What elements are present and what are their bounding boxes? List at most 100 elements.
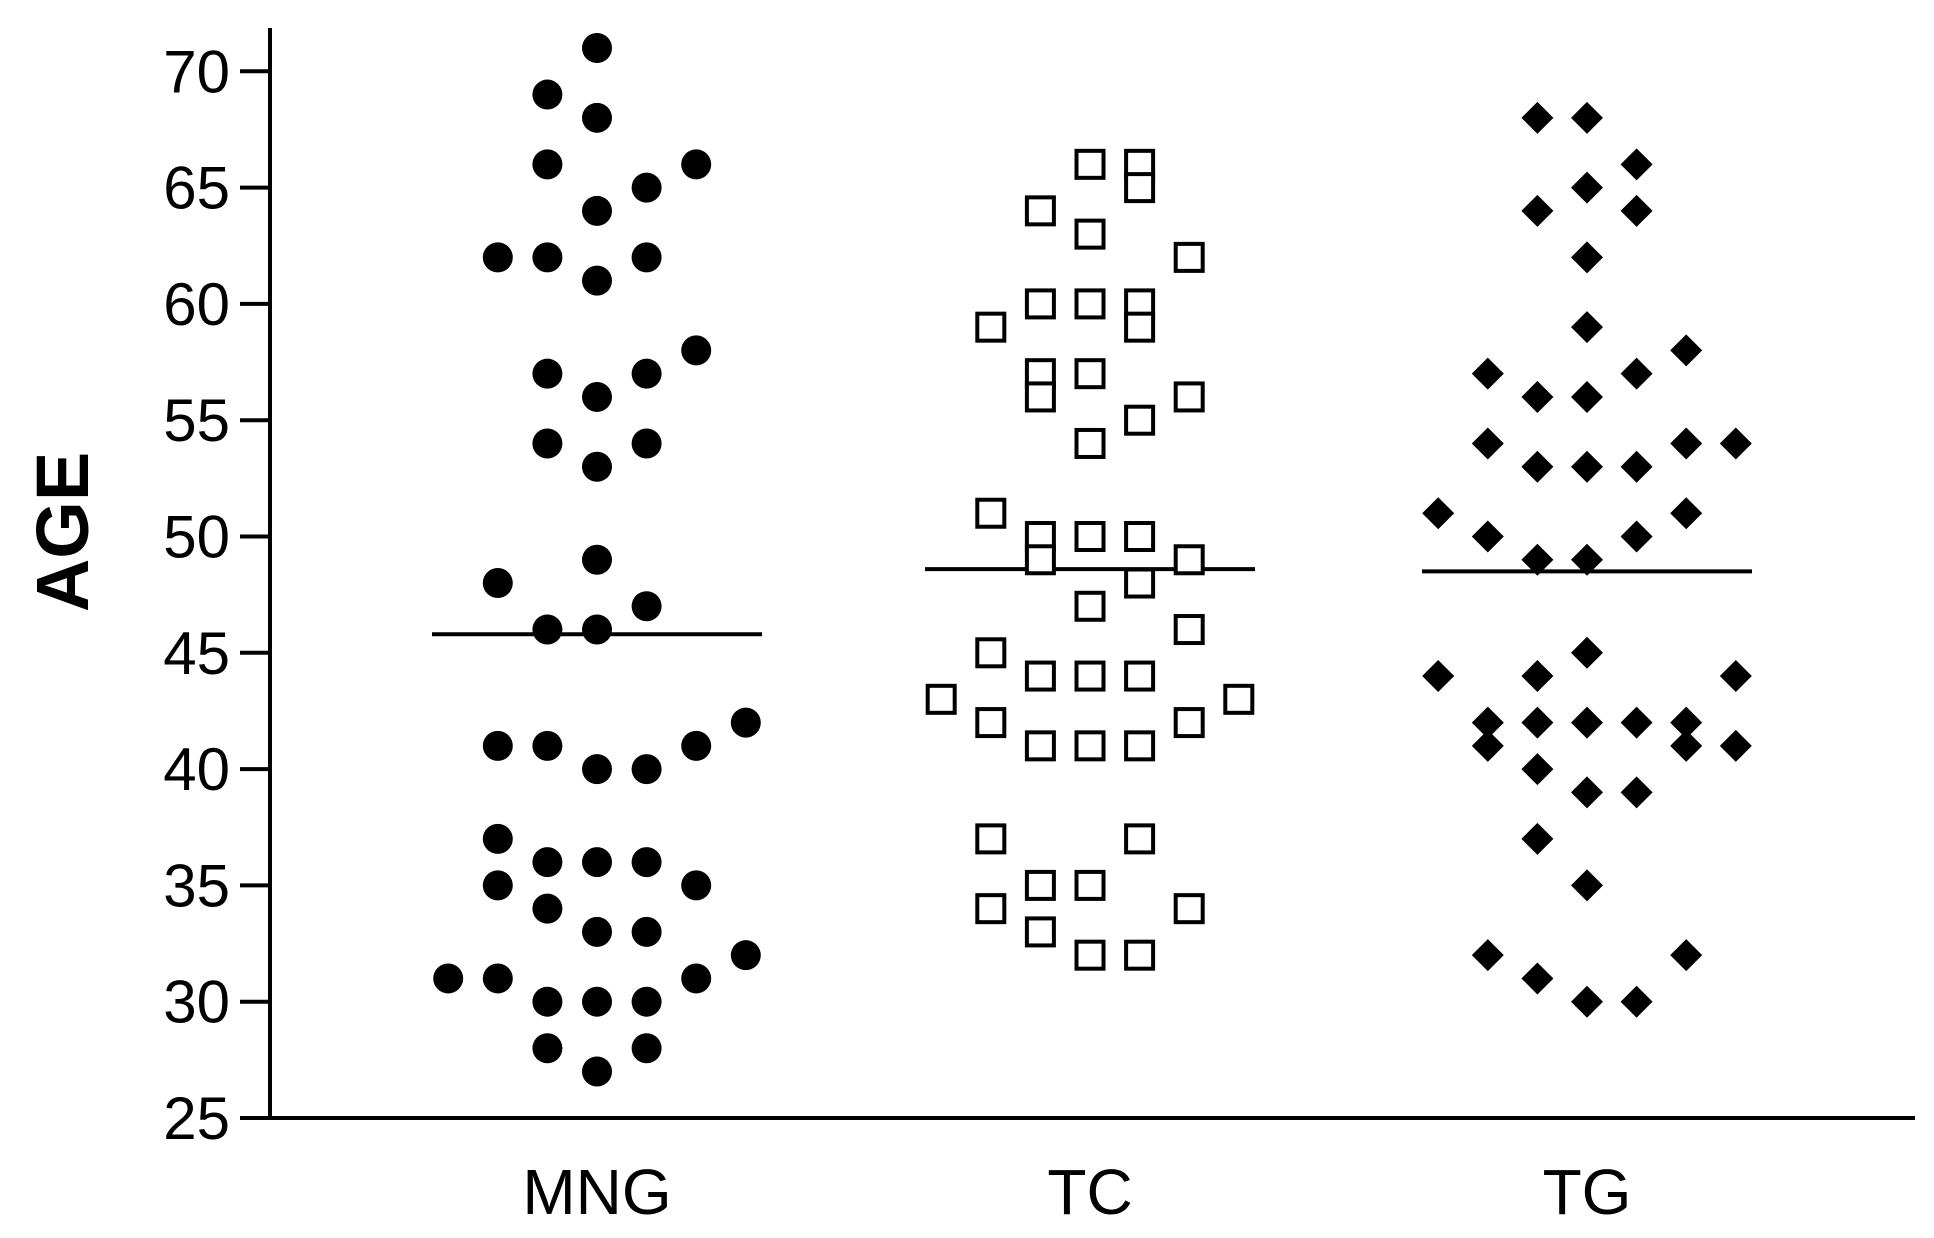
data-point-square <box>1024 730 1056 762</box>
data-point-square <box>1024 381 1056 413</box>
data-point-circle <box>532 79 563 110</box>
data-point-diamond <box>1571 311 1603 344</box>
data-point-circle <box>582 754 612 785</box>
data-point-circle <box>582 916 612 947</box>
data-point-diamond <box>1422 660 1455 693</box>
data-point-diamond <box>1719 660 1752 693</box>
data-point-square <box>1124 660 1156 692</box>
data-point-square <box>1024 660 1056 692</box>
data-point-diamond <box>1571 636 1603 669</box>
data-point-diamond <box>1670 706 1703 739</box>
data-point-square <box>1074 660 1106 692</box>
data-point-circle <box>582 614 612 645</box>
data-point-circle <box>631 172 662 203</box>
y-tick-label: 70 <box>163 38 230 105</box>
data-point-circle <box>532 614 563 645</box>
y-tick-label: 50 <box>163 504 230 571</box>
data-point-circle <box>681 730 712 761</box>
data-point-square <box>1024 869 1056 901</box>
data-point-square <box>1124 823 1156 855</box>
data-point-diamond <box>1670 497 1703 530</box>
data-point-circle <box>631 916 662 947</box>
data-point-square <box>1074 939 1106 971</box>
data-point-diamond <box>1719 729 1752 762</box>
data-point-diamond <box>1521 753 1554 786</box>
data-point-diamond <box>1471 520 1504 553</box>
data-point-diamond <box>1521 660 1554 693</box>
data-point-square <box>1074 730 1106 762</box>
y-axis-title: AGE <box>21 452 104 612</box>
data-point-diamond <box>1670 939 1703 972</box>
data-point-square <box>1124 311 1156 343</box>
data-point-diamond <box>1571 985 1603 1018</box>
data-point-square <box>1024 195 1056 227</box>
data-point-circle <box>482 963 513 994</box>
data-point-circle <box>532 428 563 459</box>
y-tick-label: 40 <box>163 736 230 803</box>
data-point-circle <box>631 591 662 622</box>
data-point-circle <box>631 847 662 878</box>
data-point-circle <box>631 986 662 1017</box>
data-point-diamond <box>1471 706 1504 739</box>
x-category-label: TG <box>1543 1156 1632 1228</box>
data-point-diamond <box>1521 822 1554 855</box>
data-point-diamond <box>1571 380 1603 413</box>
data-point-square <box>1074 218 1106 250</box>
data-point-circle <box>681 870 712 901</box>
data-point-diamond <box>1571 101 1603 134</box>
data-points <box>433 33 1752 1087</box>
data-point-square <box>1024 916 1056 948</box>
data-point-square <box>1173 707 1205 739</box>
data-point-circle <box>582 381 612 412</box>
y-tick-label: 45 <box>163 620 230 687</box>
data-point-circle <box>532 1033 563 1064</box>
data-point-circle <box>582 544 612 575</box>
data-point-square <box>1173 241 1205 273</box>
data-point-diamond <box>1670 729 1703 762</box>
data-point-diamond <box>1471 729 1504 762</box>
data-point-diamond <box>1521 450 1554 483</box>
data-point-circle <box>482 568 513 599</box>
y-tick-label: 30 <box>163 969 230 1036</box>
data-point-diamond <box>1670 334 1703 367</box>
data-point-diamond <box>1471 939 1504 972</box>
data-point-diamond <box>1620 450 1653 483</box>
data-point-square <box>1173 544 1205 576</box>
data-point-diamond <box>1571 543 1603 576</box>
data-point-diamond <box>1620 148 1653 181</box>
data-point-circle <box>532 893 563 924</box>
y-tick-label: 65 <box>163 155 230 222</box>
data-point-diamond <box>1620 357 1653 390</box>
data-point-square <box>1074 288 1106 320</box>
data-point-square <box>1074 148 1106 180</box>
data-point-circle <box>482 730 513 761</box>
data-point-circle <box>482 823 513 854</box>
data-point-diamond <box>1521 101 1554 134</box>
data-point-diamond <box>1620 706 1653 739</box>
x-category-label: TC <box>1047 1156 1132 1228</box>
data-point-circle <box>582 847 612 878</box>
data-point-circle <box>631 358 662 389</box>
data-point-square <box>1074 869 1106 901</box>
data-point-circle <box>631 428 662 459</box>
data-point-diamond <box>1521 706 1554 739</box>
data-point-diamond <box>1571 869 1603 902</box>
data-point-square <box>1223 683 1255 715</box>
data-point-circle <box>532 986 563 1017</box>
data-point-square <box>925 683 957 715</box>
y-ticks: 25 30 35 40 45 50 55 60 65 70 <box>163 38 270 1152</box>
data-point-diamond <box>1620 520 1653 553</box>
y-tick-label: 60 <box>163 271 230 338</box>
data-point-diamond <box>1571 450 1603 483</box>
data-point-square <box>975 497 1007 529</box>
data-point-square <box>1074 358 1106 390</box>
data-point-circle <box>582 265 612 296</box>
data-point-circle <box>730 707 761 738</box>
data-point-circle <box>582 102 612 133</box>
data-point-square <box>975 311 1007 343</box>
data-point-square <box>1124 939 1156 971</box>
data-point-diamond <box>1521 380 1554 413</box>
data-point-square <box>1173 614 1205 646</box>
data-point-square <box>1124 404 1156 436</box>
axes <box>268 28 1915 1120</box>
